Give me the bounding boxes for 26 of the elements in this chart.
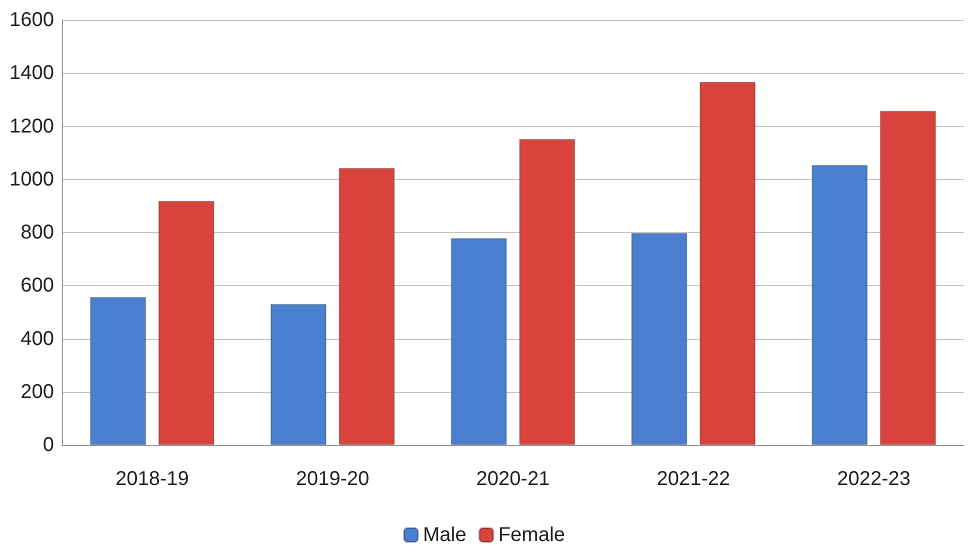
bar [158, 200, 214, 445]
y-tick-label: 1600 [10, 9, 54, 31]
y-tick-label: 1000 [10, 168, 54, 190]
y-tick-label: 1400 [10, 62, 54, 84]
x-tick-label: 2022-23 [837, 468, 911, 490]
y-tick-label: 0 [42, 434, 54, 456]
bar [700, 82, 756, 445]
y-tick-label: 600 [20, 274, 54, 297]
x-tick-label: 2020-21 [476, 468, 550, 490]
bar [631, 233, 688, 445]
bar [880, 110, 936, 445]
bar [812, 165, 868, 445]
y-tick-label: 1200 [10, 115, 54, 138]
x-tick-label: 2019-20 [296, 468, 370, 490]
y-tick-label: 200 [20, 380, 54, 403]
y-tick-label: 400 [20, 328, 54, 350]
legend-label: Male [422, 524, 466, 546]
bar [519, 139, 576, 445]
y-tick-label: 800 [20, 222, 54, 244]
x-tick-label: 2021-22 [656, 468, 730, 490]
bar [90, 297, 146, 445]
bar [338, 168, 395, 445]
bar [450, 238, 507, 445]
bar [270, 304, 326, 445]
x-tick-label: 2018-19 [115, 468, 189, 490]
legend-label: Female [498, 524, 566, 546]
